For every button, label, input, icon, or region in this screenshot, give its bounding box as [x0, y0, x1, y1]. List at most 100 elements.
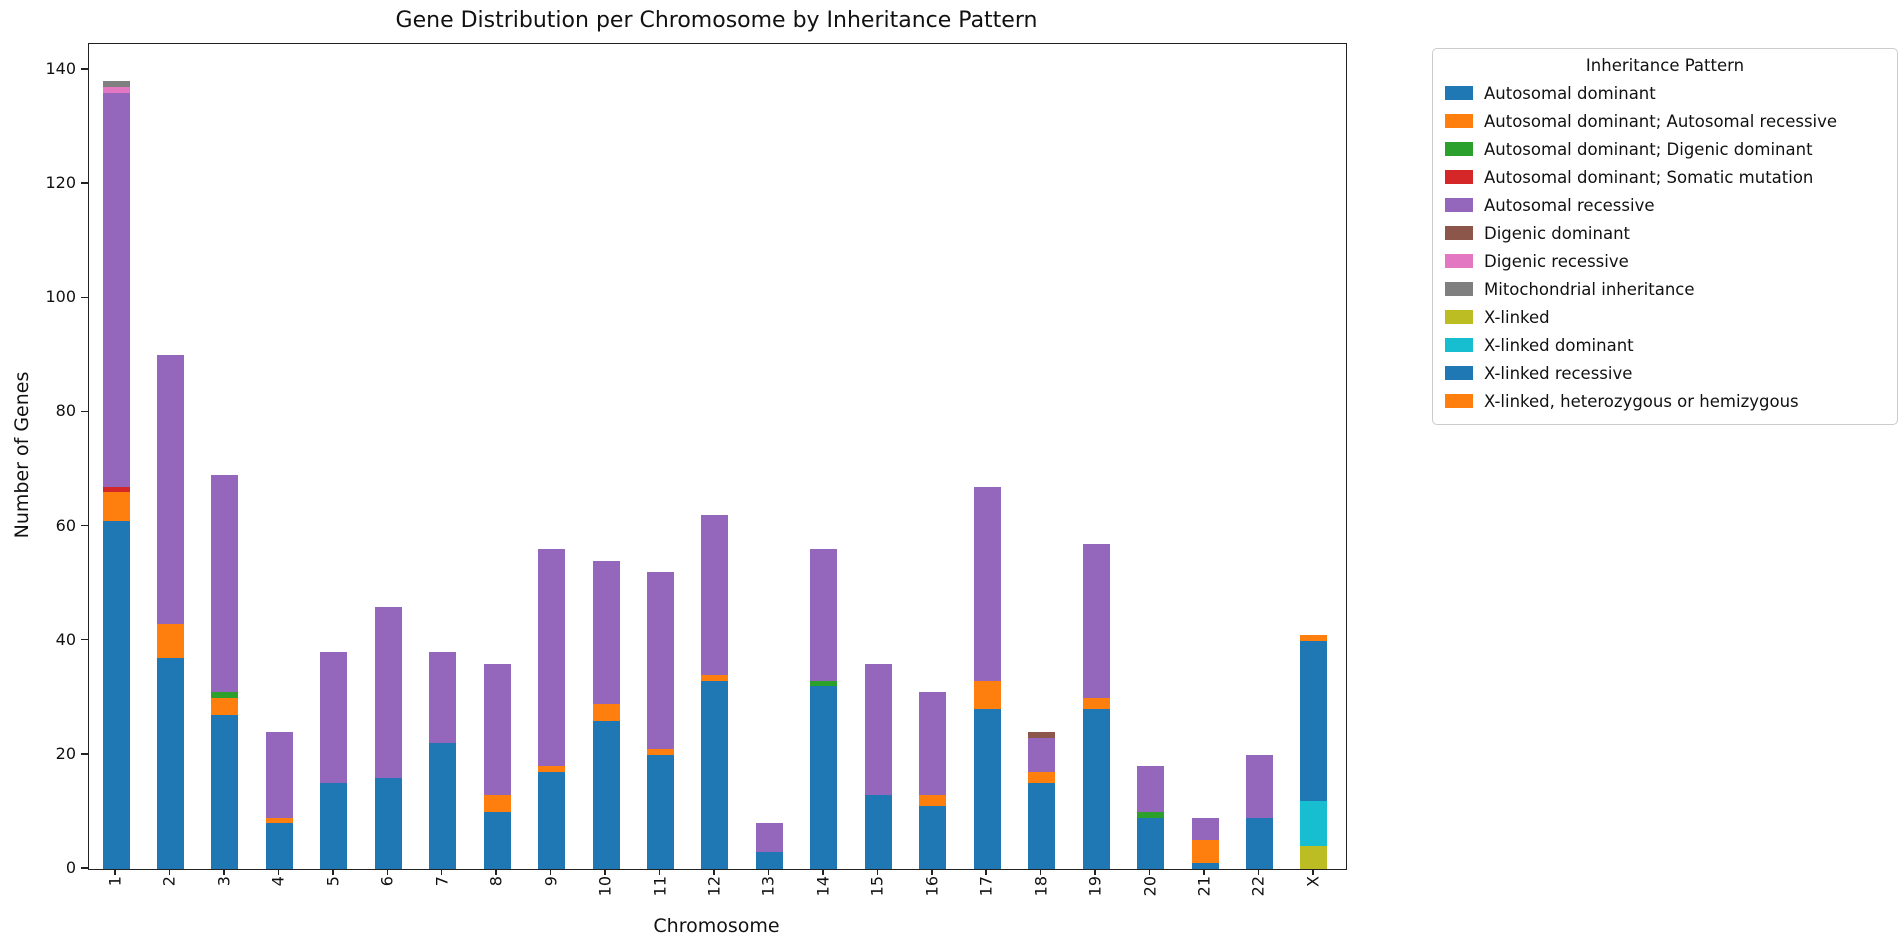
x-tick-mark — [931, 869, 933, 875]
x-tick-label: 18 — [1031, 876, 1051, 897]
bar-segment — [973, 680, 1001, 710]
bar-segment — [1082, 697, 1110, 710]
legend-item-label: Digenic dominant — [1484, 223, 1630, 243]
y-tick-mark — [81, 68, 89, 70]
plot-area — [88, 43, 1347, 870]
bar-segment — [538, 549, 566, 767]
x-tick-label: 13 — [758, 876, 778, 897]
bar-segment — [919, 794, 947, 807]
x-tick-label: 6 — [377, 876, 397, 887]
y-tick-mark — [81, 638, 89, 641]
x-tick-label: 22 — [1248, 876, 1268, 897]
x-tick-mark — [1039, 869, 1042, 875]
bar-segment — [864, 794, 892, 869]
bar-segment — [701, 515, 729, 675]
y-tick-mark — [81, 753, 89, 755]
legend-item-label: Autosomal dominant; Digenic dominant — [1484, 139, 1813, 159]
legend-item-label: Mitochondrial inheritance — [1484, 279, 1695, 299]
bar-segment — [265, 817, 293, 824]
bar-segment — [156, 623, 184, 658]
legend-swatch — [1445, 254, 1473, 268]
x-tick-mark — [604, 869, 606, 875]
x-tick-label: 21 — [1194, 876, 1214, 897]
bar-segment — [374, 606, 402, 778]
legend-item-label: Autosomal dominant; Somatic mutation — [1484, 167, 1814, 187]
bar-segment — [755, 851, 783, 869]
bar-segment — [1191, 840, 1219, 864]
bar-segment — [647, 749, 674, 755]
bar-segment — [1245, 817, 1273, 869]
legend-item: Autosomal dominant — [1445, 79, 1885, 107]
x-tick-mark — [658, 869, 661, 875]
x-tick-mark — [223, 869, 225, 875]
legend-swatch — [1445, 198, 1473, 212]
legend-swatch — [1445, 86, 1473, 100]
legend-item: Autosomal dominant; Digenic dominant — [1445, 135, 1885, 163]
legend-swatch — [1445, 366, 1473, 380]
legend-item-label: Digenic recessive — [1484, 251, 1629, 271]
bar-segment — [538, 766, 566, 772]
legend-item: Digenic dominant — [1445, 219, 1885, 247]
bar-segment — [1082, 543, 1110, 698]
bar-segment — [1137, 811, 1165, 818]
bar-segment — [211, 692, 239, 698]
bar-segment — [701, 674, 729, 681]
x-tick-label: 5 — [323, 876, 343, 887]
bar-segment — [211, 697, 239, 715]
bar-segment — [1300, 846, 1328, 869]
bar-segment — [810, 549, 838, 681]
legend-item: Autosomal dominant; Autosomal recessive — [1445, 107, 1885, 135]
x-tick-label: 12 — [704, 876, 724, 897]
bar-segment — [320, 783, 348, 869]
bar-segment — [592, 720, 620, 869]
x-tick-mark — [440, 869, 443, 875]
bar-segment — [973, 709, 1001, 869]
bar-segment — [320, 652, 348, 784]
bar-segment — [592, 703, 620, 721]
x-tick-mark — [985, 869, 987, 875]
legend-title: Inheritance Pattern — [1585, 56, 1745, 75]
x-tick-mark — [1312, 869, 1314, 875]
x-tick-label: 15 — [867, 876, 887, 897]
bar-segment — [1028, 737, 1056, 772]
bar-segment — [156, 355, 184, 624]
legend-item: Mitochondrial inheritance — [1445, 275, 1885, 303]
bar-segment — [102, 492, 130, 521]
bar-segment — [483, 663, 511, 795]
bar-segment — [265, 823, 293, 869]
legend-item-label: X-linked recessive — [1484, 363, 1633, 383]
x-tick-mark — [114, 869, 116, 875]
bar-segment — [919, 692, 947, 795]
x-tick-mark — [1257, 869, 1260, 875]
y-tick-label: 20 — [55, 743, 76, 763]
y-tick-label: 0 — [65, 858, 76, 877]
legend-item: X-linked recessive — [1445, 359, 1885, 387]
bar-segment — [102, 87, 130, 93]
bar-segment — [1137, 817, 1165, 869]
x-tick-label: 1 — [105, 876, 125, 887]
x-tick-mark — [876, 869, 879, 875]
legend-swatch — [1445, 142, 1473, 156]
x-tick-mark — [495, 869, 497, 875]
x-tick-label: 16 — [922, 876, 942, 897]
bar-segment — [810, 680, 838, 687]
y-tick-mark — [81, 182, 89, 184]
x-tick-mark — [386, 869, 388, 875]
bar-segment — [701, 680, 729, 869]
y-axis-label: Number of Genes — [11, 371, 33, 539]
legend-item-label: X-linked, heterozygous or hemizygous — [1484, 391, 1799, 411]
bar-segment — [1137, 766, 1165, 812]
y-tick-mark — [81, 296, 89, 299]
legend-item: X-linked dominant — [1445, 331, 1885, 359]
legend-item-label: Autosomal dominant — [1484, 83, 1656, 103]
bar-segment — [647, 754, 674, 869]
x-tick-mark — [168, 869, 171, 875]
bar-segment — [810, 686, 838, 869]
x-tick-mark — [767, 869, 770, 875]
legend-swatch — [1445, 114, 1473, 128]
y-tick-label: 40 — [55, 629, 76, 649]
bar-segment — [1300, 640, 1328, 801]
x-tick-label: X — [1303, 876, 1323, 887]
legend-swatch — [1445, 170, 1473, 184]
